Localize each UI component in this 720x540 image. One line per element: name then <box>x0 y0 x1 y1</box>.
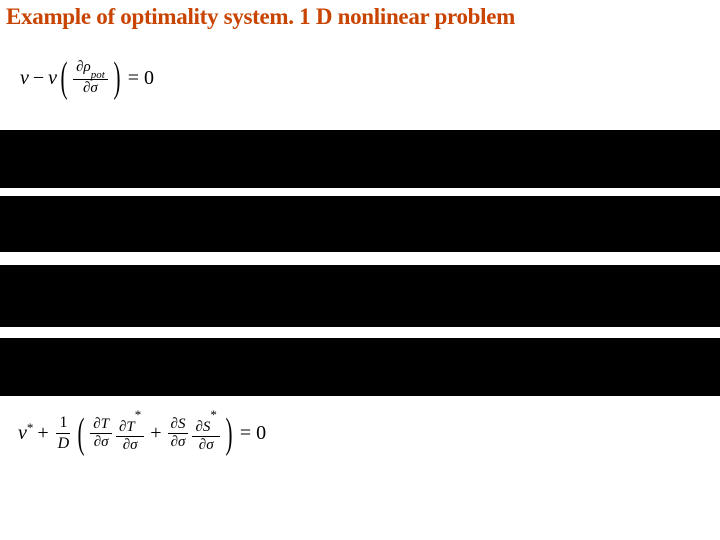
eq1-nu2: ν <box>48 67 57 90</box>
eq6-t2b-num: ∂S* <box>192 414 219 437</box>
eq6-nu: ν <box>18 422 27 445</box>
eq6-t2b-star: * <box>210 407 217 422</box>
equation-6: ν* + 1 D ( ∂T ∂σ ∂T* ∂σ + ∂S ∂σ ∂S* ∂σ )… <box>18 414 266 453</box>
eq6-t2a: ∂S ∂σ <box>168 417 189 450</box>
eq6-t1b-num: ∂T* <box>116 414 144 437</box>
eq6-t1b-ds: σ <box>130 437 137 453</box>
eq6-t1b-den: ∂σ <box>120 437 141 453</box>
eq6-t2a-s: S <box>178 416 186 432</box>
eq6-t1a: ∂T ∂σ <box>90 417 112 450</box>
eq6-plus1: + <box>37 422 48 445</box>
eq6-t1a-ds: σ <box>101 434 108 450</box>
eq6-t1a-dp: ∂ <box>94 434 101 450</box>
eq1-frac: ∂ρpot ∂σ <box>73 60 108 96</box>
eq1-sigma: σ <box>90 80 97 96</box>
eq1-sub-pot: pot <box>91 69 105 81</box>
eq6-term2: ∂S ∂σ ∂S* ∂σ <box>166 414 222 453</box>
eq6-coef-frac: 1 D <box>55 415 73 452</box>
equation-1: ν − ν ( ∂ρpot ∂σ ) = 0 <box>20 60 154 96</box>
eq6-t1b-s: T <box>126 419 134 435</box>
eq6-t1a-num: ∂T <box>90 417 112 434</box>
eq6-t2a-dp: ∂ <box>171 434 178 450</box>
title-text: Example of optimality system. 1 D nonlin… <box>6 4 515 29</box>
redacted-bar-3 <box>0 265 720 327</box>
redacted-bar-2 <box>0 196 720 252</box>
eq6-t1b: ∂T* ∂σ <box>116 414 144 453</box>
eq6-t2b-ds: σ <box>206 437 213 453</box>
eq1-minus: − <box>33 67 44 90</box>
eq1-tail: = 0 <box>128 67 154 90</box>
eq6-t2b: ∂S* ∂σ <box>192 414 219 453</box>
eq6-t1a-p: ∂ <box>93 416 100 432</box>
eq6-t2b-den: ∂σ <box>196 437 217 453</box>
eq6-t2b-p: ∂ <box>195 419 202 435</box>
eq6-t1b-star: * <box>135 407 142 422</box>
eq1-frac-num: ∂ρpot <box>73 60 108 80</box>
eq6-t1a-s: T <box>101 416 109 432</box>
eq6-term1: ∂T ∂σ ∂T* ∂σ <box>88 414 146 453</box>
eq1-rho: ρ <box>83 59 90 75</box>
eq6-t1a-den: ∂σ <box>91 434 112 450</box>
eq6-coef-num: 1 <box>56 415 70 434</box>
eq6-t2a-den: ∂σ <box>168 434 189 450</box>
eq6-t2a-ds: σ <box>178 434 185 450</box>
eq6-t2a-num: ∂S <box>168 417 189 434</box>
eq6-coef-den: D <box>55 434 73 452</box>
eq1-frac-den: ∂σ <box>80 80 101 96</box>
eq6-tail: = 0 <box>240 422 266 445</box>
redacted-bar-1 <box>0 130 720 188</box>
eq1-nu1: ν <box>20 67 29 90</box>
eq6-t2a-p: ∂ <box>171 416 178 432</box>
page-title: Example of optimality system. 1 D nonlin… <box>6 4 515 30</box>
eq6-plus2: + <box>150 422 161 445</box>
redacted-bar-4 <box>0 338 720 396</box>
eq6-nu-star: * <box>27 420 34 436</box>
